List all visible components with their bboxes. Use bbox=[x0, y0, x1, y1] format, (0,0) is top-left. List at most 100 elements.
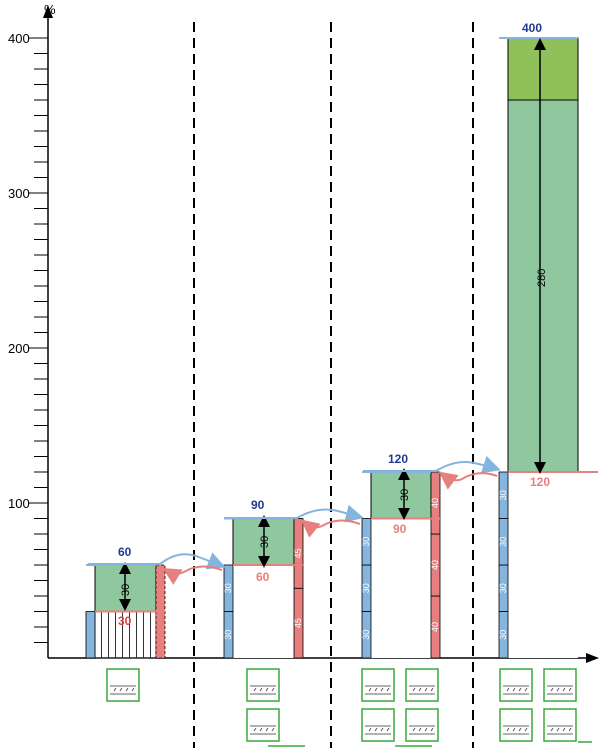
stage-4-icon-1-tooth-1 bbox=[556, 687, 560, 692]
y-axis-arrow bbox=[43, 5, 53, 18]
stage-4-icon-3-frame bbox=[543, 708, 577, 742]
stage-3-icon-1 bbox=[405, 668, 439, 702]
stage-4-white-base bbox=[508, 472, 578, 658]
y-ticks bbox=[28, 37, 48, 643]
red-transfer-3 bbox=[438, 471, 498, 490]
stage-3-icon-1-tooth-2 bbox=[424, 687, 428, 692]
stage-2-icon-0-tooth-2 bbox=[265, 687, 269, 692]
blue-transfer-2 bbox=[224, 504, 364, 523]
stage-4-blue-seg-label-1: 30 bbox=[498, 583, 508, 593]
base-label-stage-3: 90 bbox=[393, 522, 407, 536]
stage-4-icon-0-tooth-1 bbox=[512, 687, 516, 692]
stage-2-blue-seg-1 bbox=[223, 564, 234, 612]
stage-3-icon-2-tooth-1 bbox=[374, 727, 378, 732]
stage-4-icon-1 bbox=[543, 668, 577, 702]
y-axis-unit-label: % bbox=[44, 2, 56, 17]
stage-3-icon-3-tooth-0 bbox=[412, 727, 416, 732]
gain-label-stage-3: 30 bbox=[399, 489, 411, 501]
stage-3-red-seg-label-1: 40 bbox=[430, 560, 440, 570]
stage-4-dark-top-block bbox=[507, 37, 579, 101]
stage-2-icon-0-frame bbox=[246, 668, 280, 702]
stage-3-blue-seg-2 bbox=[361, 518, 372, 566]
top-label-stage-4: 400 bbox=[522, 21, 542, 35]
top-labels: 60 90 120 400 bbox=[118, 21, 542, 559]
stage-2-icon-0-tooth-3 bbox=[271, 687, 275, 692]
stage-4-icon-0-tooth-2 bbox=[518, 687, 522, 692]
stage-3-icon-0-tooth-2 bbox=[380, 687, 384, 692]
stage-2-white-base bbox=[233, 565, 294, 658]
stage-1-blue-seg-0 bbox=[85, 611, 96, 659]
stage-3-icon-2-frame bbox=[361, 708, 395, 742]
stage-dividers bbox=[193, 22, 474, 748]
stage-3-icon-0-tooth-1 bbox=[374, 687, 378, 692]
stage-4-icon-2-frame bbox=[499, 708, 533, 742]
stage-4-icon-2 bbox=[499, 708, 533, 742]
bars: 30 30 45 45 30 30 30 40 40 40 30 30 30 30 bbox=[85, 37, 598, 659]
base-label-stage-2: 60 bbox=[256, 570, 270, 584]
stage-4: 30 30 30 30 bbox=[498, 37, 598, 659]
stage-4-icon-3-tooth-0 bbox=[550, 727, 554, 732]
stage-1-icon-0-tooth-2 bbox=[125, 687, 129, 692]
stage-3-icon-1-tooth-3 bbox=[430, 687, 434, 692]
stage-4-icon-3-tooth-1 bbox=[556, 727, 560, 732]
stage-3-red-seg-label-0: 40 bbox=[430, 622, 440, 632]
stage-1-icon-0-tooth-0 bbox=[113, 687, 117, 692]
stage-2-blue-seg-label-1: 30 bbox=[223, 583, 233, 593]
stage-2-red-seg-label-1: 45 bbox=[293, 548, 303, 558]
top-label-stage-2: 90 bbox=[251, 498, 265, 512]
stage-2-red-seg-label-0: 45 bbox=[293, 618, 303, 628]
stage-4-icon-3 bbox=[543, 708, 577, 742]
gain-arrows: 30 30 30 280 bbox=[119, 38, 548, 611]
stage-2-icon-1-tooth-3 bbox=[271, 727, 275, 732]
stage-4-gain-block bbox=[507, 37, 579, 473]
stage-4-icon-3-tooth-3 bbox=[568, 727, 572, 732]
stage-2-icon-0-tooth-0 bbox=[253, 687, 257, 692]
stage-2-icon-1 bbox=[246, 708, 280, 742]
stage-3-icon-0-tooth-0 bbox=[368, 687, 372, 692]
stage-4-blue-seg-label-3: 30 bbox=[498, 490, 508, 500]
y-tick-labels: 100 200 300 400 bbox=[8, 31, 30, 511]
stage-2-blue-seg-label-0: 30 bbox=[223, 630, 233, 640]
stage-1-icon-0 bbox=[106, 668, 140, 702]
x-axis-arrow bbox=[586, 653, 599, 663]
stage-4-icon-0-tooth-0 bbox=[506, 687, 510, 692]
stage-1-icon-0-frame bbox=[106, 668, 140, 702]
stage-2-icon-1-tooth-0 bbox=[253, 727, 257, 732]
blue-transfer-1 bbox=[88, 552, 226, 570]
red-transfer-2 bbox=[300, 519, 361, 538]
blue-transfer-3 bbox=[363, 456, 501, 474]
stage-3-icon-3-tooth-2 bbox=[424, 727, 428, 732]
stage-3-icon-0-frame bbox=[361, 668, 395, 702]
stage-4-icon-2-tooth-2 bbox=[518, 727, 522, 732]
y-tick-label-300: 300 bbox=[8, 186, 30, 201]
top-label-stage-1: 60 bbox=[118, 545, 132, 559]
stage-1-icon-0-tooth-3 bbox=[131, 687, 135, 692]
base-labels: 30 60 90 120 bbox=[118, 475, 550, 628]
stage-4-icon-3-tooth-2 bbox=[562, 727, 566, 732]
stage-3-blue-seg-label-0: 30 bbox=[361, 630, 371, 640]
stage-3-icon-2-tooth-0 bbox=[368, 727, 372, 732]
stage-3-blue-seg-label-2: 30 bbox=[361, 537, 371, 547]
gain-label-stage-4: 280 bbox=[536, 269, 548, 287]
stage-4-icon-1-tooth-3 bbox=[568, 687, 572, 692]
stage-3-icon-3-tooth-3 bbox=[430, 727, 434, 732]
stage-4-blue-seg-label-2: 30 bbox=[498, 537, 508, 547]
stage-4-icon-1-frame bbox=[543, 668, 577, 702]
transfer-arrows bbox=[88, 456, 501, 585]
y-tick-label-200: 200 bbox=[8, 341, 30, 356]
stage-4-icon-0-frame bbox=[499, 668, 533, 702]
stage-3-icon-0 bbox=[361, 668, 395, 702]
stage-3-icon-1-tooth-1 bbox=[418, 687, 422, 692]
stage-4-icon-2-tooth-3 bbox=[524, 727, 528, 732]
stage-4-icon-1-tooth-2 bbox=[562, 687, 566, 692]
machine-icons bbox=[106, 668, 592, 747]
stage-4-icon-2-tooth-0 bbox=[506, 727, 510, 732]
stage-1-icon-0-tooth-1 bbox=[119, 687, 123, 692]
stage-3: 30 30 30 40 40 40 bbox=[361, 471, 441, 659]
base-label-stage-4: 120 bbox=[530, 475, 550, 489]
stage-3-icon-2-tooth-3 bbox=[386, 727, 390, 732]
stage-2-icon-1-tooth-2 bbox=[265, 727, 269, 732]
stage-2-icon-0 bbox=[246, 668, 280, 702]
stage-2-icon-0-tooth-1 bbox=[259, 687, 263, 692]
